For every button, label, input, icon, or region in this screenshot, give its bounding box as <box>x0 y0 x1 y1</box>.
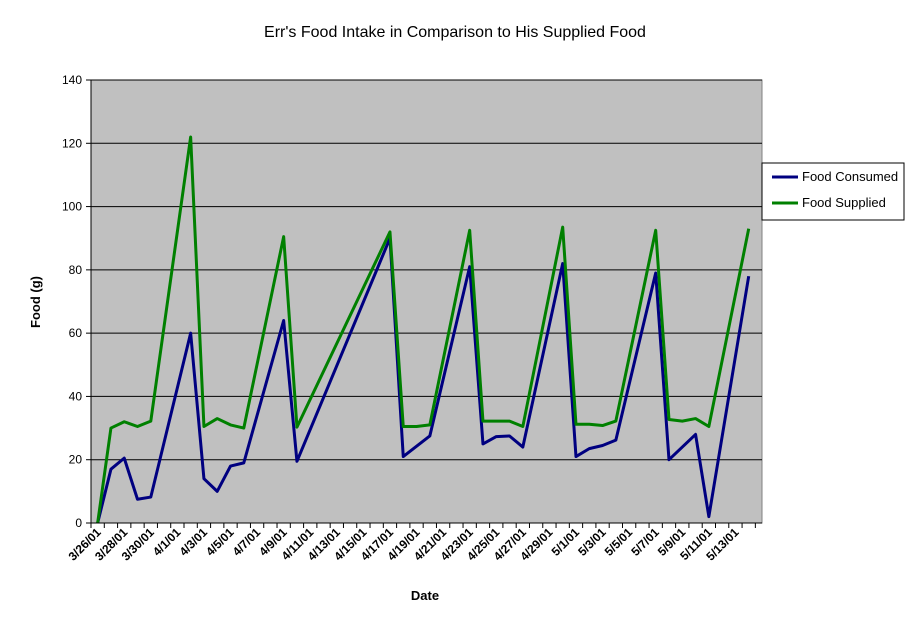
x-tick-label: 5/1/01 <box>549 525 583 559</box>
y-tick-label: 140 <box>62 73 82 87</box>
x-tick-label: 4/3/01 <box>177 525 211 559</box>
x-tick-label: 4/5/01 <box>203 525 237 559</box>
x-tick-label: 5/7/01 <box>628 525 662 559</box>
x-tick-label: 5/3/01 <box>575 525 609 559</box>
legend-box <box>761 162 905 221</box>
y-tick-label: 20 <box>69 453 83 467</box>
series-line-food-consumed <box>96 236 751 524</box>
y-tick-label: 80 <box>69 263 83 277</box>
x-tick-label: 4/1/01 <box>150 525 184 559</box>
y-tick-label: 60 <box>69 326 83 340</box>
series-lines <box>96 135 751 524</box>
x-tick-label: 5/5/01 <box>602 525 636 559</box>
y-tick-label: 100 <box>62 200 82 214</box>
x-axis-title: Date <box>411 588 439 603</box>
y-axis-title: Food (g) <box>28 276 43 328</box>
legend-label-food-consumed: Food Consumed <box>802 169 898 184</box>
y-axis-ticks: 0 20 40 60 80 100 120 140 <box>62 73 91 530</box>
y-tick-label: 0 <box>75 516 82 530</box>
x-tick-label: 4/7/01 <box>230 525 264 559</box>
y-tick-label: 40 <box>69 389 83 403</box>
chart-title: Err's Food Intake in Comparison to His S… <box>264 24 646 41</box>
x-axis-ticks: 3/26/013/28/013/30/014/1/014/3/014/5/014… <box>66 523 756 563</box>
legend: Food Consumed Food Supplied <box>761 162 905 221</box>
legend-label-food-supplied: Food Supplied <box>802 195 886 210</box>
y-tick-label: 120 <box>62 136 82 150</box>
series-line-food-supplied <box>96 135 751 524</box>
